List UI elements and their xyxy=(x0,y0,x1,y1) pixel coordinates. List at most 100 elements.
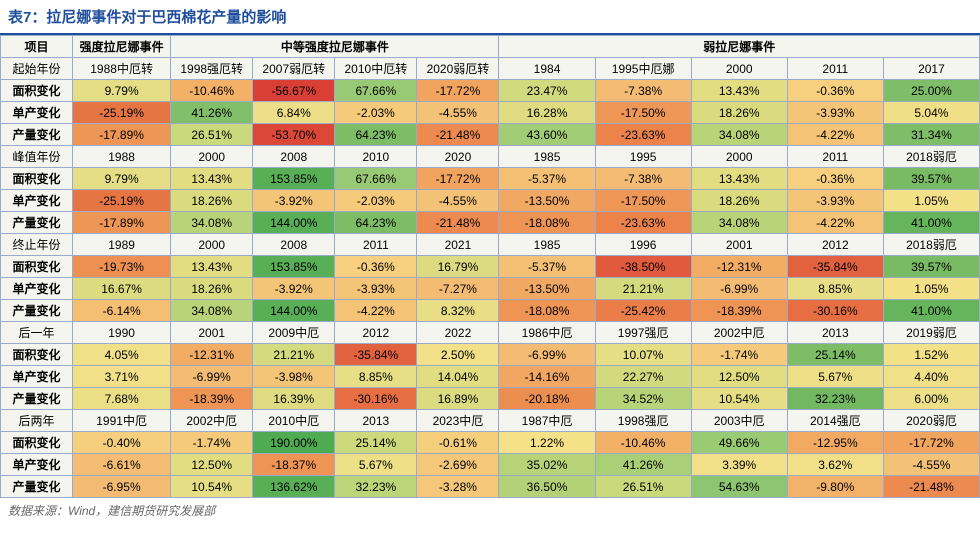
year-cell: 2013 xyxy=(335,410,417,432)
metric-label: 单产变化 xyxy=(1,278,73,300)
heatmap-cell: -0.40% xyxy=(73,432,171,454)
heatmap-cell: 39.57% xyxy=(883,168,979,190)
year-cell: 2002中厄 xyxy=(171,410,253,432)
heatmap-cell: 153.85% xyxy=(253,256,335,278)
data-row: 面积变化4.05%-12.31%21.21%-35.84%2.50%-6.99%… xyxy=(1,344,980,366)
heatmap-cell: 1.22% xyxy=(499,432,595,454)
heatmap-table: 项目 强度拉尼娜事件 中等强度拉尼娜事件 弱拉尼娜事件 起始年份1988中厄转1… xyxy=(0,35,980,498)
year-cell: 2010中厄 xyxy=(253,410,335,432)
group-medium: 中等强度拉尼娜事件 xyxy=(171,36,499,58)
heatmap-cell: -25.42% xyxy=(595,300,691,322)
heatmap-cell: -0.36% xyxy=(787,168,883,190)
group-strong: 强度拉尼娜事件 xyxy=(73,36,171,58)
data-row: 单产变化3.71%-6.99%-3.98%8.85%14.04%-14.16%2… xyxy=(1,366,980,388)
group-weak: 弱拉尼娜事件 xyxy=(499,36,980,58)
heatmap-cell: -3.92% xyxy=(253,190,335,212)
heatmap-cell: 31.34% xyxy=(883,124,979,146)
year-cell: 2003中厄 xyxy=(691,410,787,432)
heatmap-cell: -25.19% xyxy=(73,190,171,212)
heatmap-cell: 8.85% xyxy=(787,278,883,300)
data-row: 面积变化9.79%-10.46%-56.67%67.66%-17.72%23.4… xyxy=(1,80,980,102)
heatmap-cell: -3.93% xyxy=(787,102,883,124)
section-label: 起始年份 xyxy=(1,58,73,80)
year-cell: 1991中厄 xyxy=(73,410,171,432)
section-label: 终止年份 xyxy=(1,234,73,256)
heatmap-cell: -10.46% xyxy=(171,80,253,102)
heatmap-cell: -1.74% xyxy=(171,432,253,454)
heatmap-cell: 6.84% xyxy=(253,102,335,124)
year-cell: 2011 xyxy=(335,234,417,256)
year-cell: 2019弱厄 xyxy=(883,322,979,344)
heatmap-cell: 144.00% xyxy=(253,300,335,322)
heatmap-cell: -4.22% xyxy=(335,300,417,322)
heatmap-cell: -3.93% xyxy=(335,278,417,300)
year-cell: 2000 xyxy=(691,58,787,80)
heatmap-cell: 4.40% xyxy=(883,366,979,388)
metric-label: 单产变化 xyxy=(1,102,73,124)
heatmap-cell: 67.66% xyxy=(335,80,417,102)
metric-label: 产量变化 xyxy=(1,476,73,498)
heatmap-cell: 16.67% xyxy=(73,278,171,300)
year-row: 后两年1991中厄2002中厄2010中厄20132023中厄1987中厄199… xyxy=(1,410,980,432)
data-row: 面积变化-19.73%13.43%153.85%-0.36%16.79%-5.3… xyxy=(1,256,980,278)
year-cell: 1996 xyxy=(595,234,691,256)
heatmap-cell: 23.47% xyxy=(499,80,595,102)
heatmap-cell: -7.38% xyxy=(595,80,691,102)
year-cell: 1987中厄 xyxy=(499,410,595,432)
metric-label: 面积变化 xyxy=(1,256,73,278)
heatmap-cell: -21.48% xyxy=(417,124,499,146)
heatmap-cell: -4.55% xyxy=(417,190,499,212)
heatmap-cell: 34.08% xyxy=(691,212,787,234)
heatmap-cell: 41.26% xyxy=(595,454,691,476)
heatmap-cell: -6.99% xyxy=(499,344,595,366)
heatmap-cell: 10.07% xyxy=(595,344,691,366)
heatmap-cell: 26.51% xyxy=(171,124,253,146)
heatmap-cell: 5.67% xyxy=(335,454,417,476)
header-row-1: 项目 强度拉尼娜事件 中等强度拉尼娜事件 弱拉尼娜事件 xyxy=(1,36,980,58)
heatmap-cell: 18.26% xyxy=(171,278,253,300)
year-cell: 1990 xyxy=(73,322,171,344)
year-cell: 2020 xyxy=(417,146,499,168)
metric-label: 单产变化 xyxy=(1,454,73,476)
heatmap-cell: -7.38% xyxy=(595,168,691,190)
data-row: 产量变化-6.95%10.54%136.62%32.23%-3.28%36.50… xyxy=(1,476,980,498)
year-cell: 1995 xyxy=(595,146,691,168)
heatmap-cell: -23.63% xyxy=(595,212,691,234)
heatmap-cell: -23.63% xyxy=(595,124,691,146)
year-cell: 2000 xyxy=(171,234,253,256)
year-cell: 2012 xyxy=(787,234,883,256)
data-row: 单产变化-6.61%12.50%-18.37%5.67%-2.69%35.02%… xyxy=(1,454,980,476)
heatmap-cell: 8.32% xyxy=(417,300,499,322)
heatmap-cell: 10.54% xyxy=(171,476,253,498)
year-cell: 1998强厄 xyxy=(595,410,691,432)
heatmap-cell: -56.67% xyxy=(253,80,335,102)
heatmap-cell: 22.27% xyxy=(595,366,691,388)
heatmap-cell: 3.62% xyxy=(787,454,883,476)
year-row: 峰值年份198820002008201020201985199520002011… xyxy=(1,146,980,168)
heatmap-cell: 153.85% xyxy=(253,168,335,190)
year-cell: 1985 xyxy=(499,146,595,168)
heatmap-cell: -18.08% xyxy=(499,212,595,234)
year-cell: 2007弱厄转 xyxy=(253,58,335,80)
year-cell: 2013 xyxy=(787,322,883,344)
heatmap-cell: 41.00% xyxy=(883,212,979,234)
heatmap-cell: -9.80% xyxy=(787,476,883,498)
year-row: 终止年份198920002008201120211985199620012012… xyxy=(1,234,980,256)
heatmap-cell: -3.98% xyxy=(253,366,335,388)
heatmap-cell: -17.89% xyxy=(73,212,171,234)
heatmap-cell: -4.55% xyxy=(883,454,979,476)
year-cell: 2002中厄 xyxy=(691,322,787,344)
heatmap-cell: -2.69% xyxy=(417,454,499,476)
heatmap-cell: -18.39% xyxy=(171,388,253,410)
data-row: 单产变化-25.19%18.26%-3.92%-2.03%-4.55%-13.5… xyxy=(1,190,980,212)
heatmap-cell: -0.36% xyxy=(335,256,417,278)
year-cell: 1995中厄娜 xyxy=(595,58,691,80)
heatmap-cell: 21.21% xyxy=(595,278,691,300)
heatmap-cell: 8.85% xyxy=(335,366,417,388)
year-cell: 2000 xyxy=(171,146,253,168)
section-label: 后两年 xyxy=(1,410,73,432)
data-row: 产量变化-17.89%34.08%144.00%64.23%-21.48%-18… xyxy=(1,212,980,234)
heatmap-cell: 10.54% xyxy=(691,388,787,410)
metric-label: 面积变化 xyxy=(1,344,73,366)
year-cell: 2000 xyxy=(691,146,787,168)
